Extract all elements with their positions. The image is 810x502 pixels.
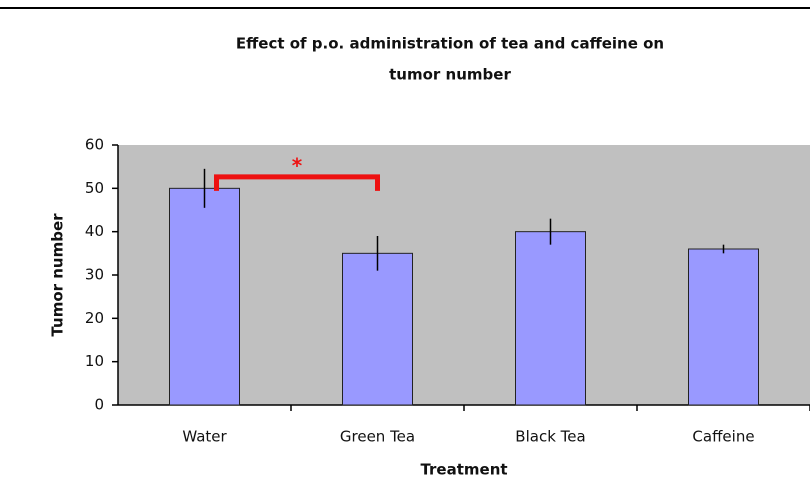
y-tick-label: 60 — [85, 136, 104, 154]
chart-title: tumor number — [389, 66, 511, 84]
chart-title: Effect of p.o. administration of tea and… — [236, 35, 664, 53]
y-tick-label: 40 — [85, 222, 104, 240]
y-axis-label: Tumor number — [49, 213, 67, 337]
annotation: * — [292, 153, 303, 177]
bar — [515, 231, 586, 406]
x-tick-label: Water — [182, 428, 227, 446]
x-tick-label: Black Tea — [515, 428, 585, 446]
bar — [688, 248, 759, 406]
y-tick-label: 50 — [85, 179, 104, 197]
y-tick-label: 0 — [94, 396, 104, 414]
y-tick-label: 20 — [85, 309, 104, 327]
x-tick-label: Caffeine — [692, 428, 754, 446]
y-tick-label: 10 — [85, 352, 104, 370]
bar — [342, 252, 413, 406]
y-tick-label: 30 — [85, 266, 104, 284]
bar — [169, 187, 240, 406]
significance-bracket — [214, 174, 380, 191]
x-axis-label: Treatment — [420, 461, 507, 479]
x-tick-label: Green Tea — [340, 428, 415, 446]
